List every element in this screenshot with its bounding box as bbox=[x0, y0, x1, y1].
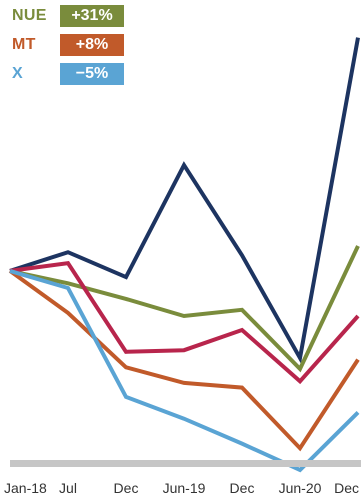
x-tick-label-3: Jun-19 bbox=[163, 480, 206, 496]
x-tick-label-5: Jun-20 bbox=[279, 480, 322, 496]
legend-item-mt: MT +8% bbox=[12, 33, 124, 57]
x-tick-label-2: Dec bbox=[114, 480, 139, 496]
x-tick-label-6: Dec bbox=[334, 480, 359, 496]
legend-ticker-mt: MT bbox=[12, 36, 36, 53]
legend-change-x: −5% bbox=[60, 63, 124, 85]
series-line-nue bbox=[9, 245, 360, 373]
series-line-series-4 bbox=[9, 260, 360, 385]
legend-ticker-nue: NUE bbox=[12, 7, 47, 24]
legend-item-nue: NUE +31% bbox=[12, 4, 124, 28]
x-tick-label-0: Jan-18 bbox=[4, 480, 47, 496]
x-tick-label-4: Dec bbox=[230, 480, 255, 496]
series-layer bbox=[8, 37, 360, 473]
series-line-series-1 bbox=[9, 37, 360, 364]
legend-change-nue: +31% bbox=[60, 5, 124, 27]
series-line-mt bbox=[8, 269, 360, 452]
x-tick-label-1: Jul bbox=[59, 480, 77, 496]
x-axis-bar bbox=[10, 460, 361, 467]
x-tick-labels: Jan-18 Jul Dec Jun-19 Dec Jun-20 Dec bbox=[4, 480, 359, 496]
legend-item-x: X −5% bbox=[12, 62, 124, 86]
series-line-x bbox=[9, 268, 360, 473]
legend-ticker-x: X bbox=[12, 65, 23, 82]
legend-change-mt: +8% bbox=[60, 34, 124, 56]
legend: NUE +31% MT +8% X −5% bbox=[12, 4, 124, 91]
